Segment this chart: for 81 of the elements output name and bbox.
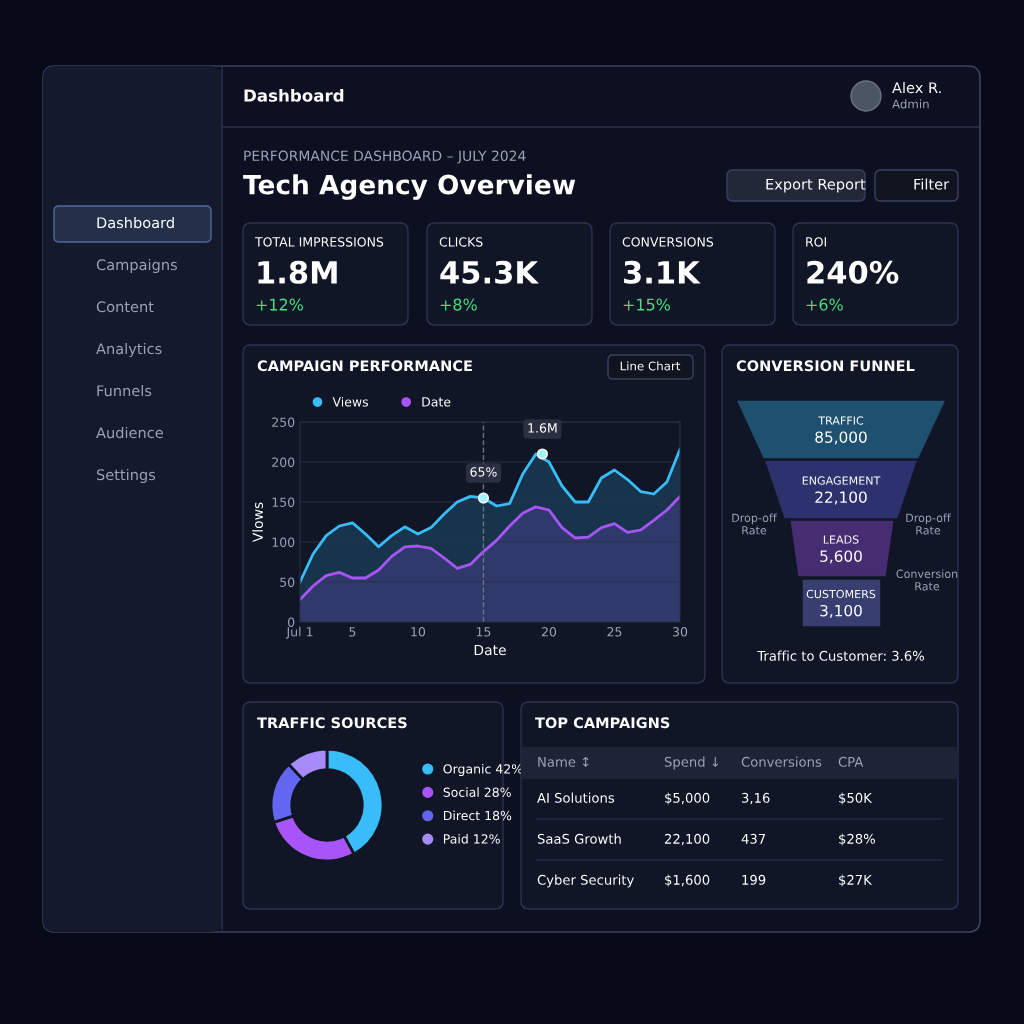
text: 3.1K	[624, 260, 701, 284]
text: Drop-off Rate	[732, 513, 777, 535]
text: ROI	[806, 237, 826, 247]
text: 85,000	[815, 431, 867, 445]
text: 22,100	[815, 491, 867, 505]
text: 5,600	[820, 550, 862, 564]
text: +12%	[256, 298, 303, 311]
legend-label: Paid 12%	[443, 833, 500, 844]
text: Content	[96, 301, 154, 313]
category-label: TRAFFIC	[818, 416, 864, 425]
category-label: Conversions	[741, 756, 822, 767]
text: 22,100	[664, 833, 710, 846]
legend-label: Social 28%	[443, 787, 511, 797]
text: 3,100	[820, 604, 862, 618]
text: CONVERSION FUNNEL	[736, 360, 915, 372]
legend-label: Date	[422, 397, 451, 407]
text: 437	[741, 833, 766, 844]
text: Line Chart	[620, 361, 681, 371]
text: Settings	[96, 468, 156, 484]
text: $50K	[839, 792, 873, 805]
text: Analytics	[96, 342, 162, 358]
category-label: LEADS	[823, 535, 859, 544]
x-tick-label: 5	[349, 627, 356, 637]
legend-label: Direct 18%	[443, 810, 512, 821]
text: PERFORMANCE DASHBOARD – JULY 2024	[244, 150, 526, 164]
text: Campaigns	[96, 258, 177, 274]
category-label: Spend ↓	[664, 756, 719, 770]
text: 240%	[807, 260, 899, 284]
text: AI Solutions	[537, 792, 615, 803]
text: 3,16	[742, 792, 770, 805]
text: TOP CAMPAIGNS	[535, 717, 670, 729]
text: $28%	[839, 833, 875, 846]
annotation: 1.6M	[528, 423, 557, 433]
y-tick-label: 200	[272, 457, 295, 467]
y-tick-label: 150	[272, 497, 295, 507]
text: Traffic to Customer: 3.6%	[757, 650, 925, 661]
y-tick-label: 0	[288, 617, 295, 627]
text: Filter	[914, 178, 950, 190]
text: Funnels	[97, 384, 152, 397]
legend-label: Views	[332, 396, 369, 407]
text: 45.3K	[440, 260, 539, 284]
text: CONVERSIONS	[622, 237, 714, 247]
text: Drop-off Rate	[906, 513, 951, 535]
y-tick-label: 50	[280, 577, 295, 587]
y-axis-title: Vlows	[252, 502, 264, 543]
text: $1,600	[665, 874, 710, 887]
x-tick-label: 10	[411, 627, 426, 637]
text: 199	[742, 874, 766, 885]
x-tick-label: 20	[541, 627, 557, 637]
x-tick-label: Jul 1	[285, 626, 313, 639]
text: Admin	[892, 99, 929, 109]
x-tick-label: 30	[673, 627, 688, 637]
text: Cyber Security	[537, 874, 634, 888]
text: +15%	[623, 298, 670, 311]
y-tick-label: 250	[272, 417, 295, 427]
text: Dashboard	[97, 216, 174, 229]
text: 1.8M	[258, 260, 337, 284]
text: Audience	[96, 426, 163, 439]
text: Alex R.	[892, 81, 941, 94]
text: $27K	[839, 874, 873, 887]
category-label: CPA	[838, 756, 864, 767]
text: Export Report	[766, 178, 866, 193]
text: $5,000	[665, 792, 710, 805]
text: CLICKS	[439, 237, 483, 247]
chart-title: CAMPAIGN PERFORMANCE	[257, 360, 472, 372]
text: +8%	[440, 298, 477, 311]
text: SaaS Growth	[537, 833, 621, 844]
category-label: Name ↕	[538, 756, 589, 767]
text: Dashboard	[244, 88, 344, 102]
text: +6%	[806, 298, 843, 311]
category-label: ENGAGEMENT	[802, 476, 881, 485]
text: Tech Agency Overview	[243, 174, 576, 200]
chart-title: TRAFFIC SOURCES	[257, 717, 407, 729]
x-axis-title: Date	[474, 644, 506, 656]
text: TOTAL IMPRESSIONS	[254, 237, 384, 247]
category-label: CUSTOMERS	[806, 589, 876, 599]
x-tick-label: 15	[476, 627, 491, 637]
x-tick-label: 25	[607, 627, 622, 637]
text: Conversion Rate	[896, 569, 958, 591]
y-tick-label: 100	[272, 537, 295, 547]
annotation: 65%	[470, 467, 497, 477]
